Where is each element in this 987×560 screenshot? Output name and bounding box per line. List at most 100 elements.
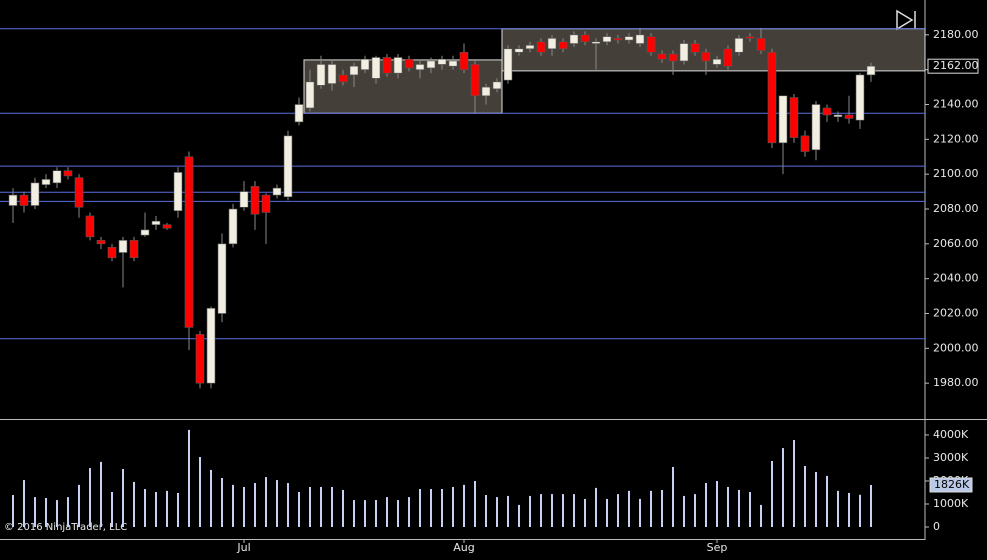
y-tick-label: 2180.00 [933, 28, 979, 41]
volume-bar [287, 483, 289, 527]
candle-body [316, 64, 326, 86]
volume-bar [749, 492, 751, 527]
volume-bar [463, 484, 465, 527]
candle-body [217, 243, 227, 314]
volume-bar [650, 490, 652, 527]
last-volume-label: 1826K [934, 478, 970, 491]
volume-bar [78, 484, 80, 527]
candle-body [151, 220, 161, 225]
candle-body [239, 191, 249, 208]
candle-body [338, 74, 348, 83]
volume-bar [419, 489, 421, 527]
candle-body [470, 64, 480, 97]
candle-body [844, 114, 854, 119]
volume-bar [375, 500, 377, 527]
volume-bar [331, 486, 333, 527]
y-tick-label: 2120.00 [933, 132, 979, 145]
candle-body [8, 194, 18, 206]
volume-bar [243, 486, 245, 527]
candle-body [800, 135, 810, 152]
candle-body [415, 64, 425, 70]
volume-bar [430, 489, 432, 527]
volume-bar [727, 486, 729, 527]
y-tick-label: 2000.00 [933, 341, 979, 354]
y-tick-label: 1980.00 [933, 376, 979, 389]
candle-body [492, 81, 502, 90]
candle-body [734, 38, 744, 53]
volume-bar [815, 472, 817, 527]
play-icon[interactable] [896, 9, 916, 31]
last-volume-marker [929, 477, 973, 493]
volume-bar [529, 495, 531, 527]
candle-body [437, 58, 447, 65]
candle-body [19, 194, 29, 206]
y-tick-label: 2020.00 [933, 307, 979, 320]
volume-bar [496, 497, 498, 527]
volume-bar [573, 494, 575, 527]
candle-body [866, 65, 876, 76]
volume-bar [309, 486, 311, 527]
volume-bar [408, 497, 410, 527]
candle-body [459, 51, 469, 70]
volume-bar [595, 487, 597, 527]
candle-body [382, 57, 392, 74]
volume-bar [485, 495, 487, 527]
candle-body [503, 48, 513, 81]
candle-body [30, 182, 40, 206]
volume-bar [639, 498, 641, 527]
volume-bar [67, 497, 69, 527]
volume-bar [199, 457, 201, 527]
candle-body [569, 34, 579, 44]
candle-body [767, 51, 777, 144]
volume-bar [760, 504, 762, 527]
last-price-label: 2162.00 [933, 59, 979, 72]
candle-body [305, 81, 315, 109]
volume-bar [870, 484, 872, 527]
volume-bar [89, 468, 91, 527]
candle-body [107, 247, 117, 259]
volume-bar [859, 494, 861, 527]
candle-body [261, 194, 271, 213]
candle-body [404, 58, 414, 69]
candle-body [283, 135, 293, 198]
candle-body [85, 215, 95, 238]
volume-bar [474, 480, 476, 527]
last-price-marker [927, 58, 979, 74]
candle-body [756, 38, 766, 51]
play-arrow[interactable] [896, 9, 914, 31]
candle-body [118, 240, 128, 253]
volume-bar [254, 483, 256, 527]
volume-bar [837, 490, 839, 527]
candle-body [393, 57, 403, 74]
volume-bar [397, 500, 399, 527]
volume-bar [133, 481, 135, 527]
candle-body [41, 179, 51, 185]
candle-body [701, 51, 711, 62]
candle-body [481, 86, 491, 97]
volume-bar [452, 486, 454, 527]
candle-body [712, 58, 722, 65]
candle-body [613, 38, 623, 41]
volume-bar [166, 490, 168, 527]
volume-bar [45, 498, 47, 527]
candle-body [558, 41, 568, 50]
volume-bar [540, 494, 542, 527]
candle-body [514, 48, 524, 53]
volume-bar [584, 498, 586, 527]
candle-body [74, 177, 84, 208]
candle-body [206, 307, 216, 384]
candle-body [668, 53, 678, 62]
candle-body [690, 43, 700, 53]
volume-bar [716, 480, 718, 527]
volume-tick-label: 0 [933, 520, 940, 533]
candle-body [547, 38, 557, 50]
volume-bar [320, 486, 322, 527]
volume-bar [177, 492, 179, 527]
candle-body [580, 34, 590, 43]
volume-bar [23, 480, 25, 527]
volume-bar [144, 489, 146, 527]
candle-body [349, 65, 359, 76]
